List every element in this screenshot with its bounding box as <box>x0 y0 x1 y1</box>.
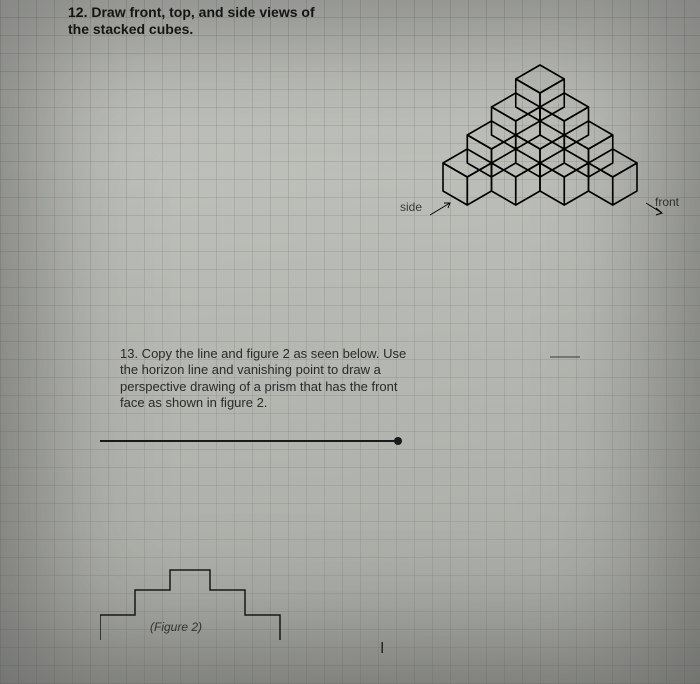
front-label: front <box>655 195 679 209</box>
figure-2-outline <box>100 560 320 650</box>
stacked-cubes-figure <box>410 5 670 240</box>
figure-2-label: (Figure 2) <box>150 620 202 634</box>
side-label: side <box>400 200 422 214</box>
horizon-line <box>100 440 400 442</box>
question-13-text: 13. Copy the line and figure 2 as seen b… <box>120 346 420 411</box>
text-cursor-icon: I <box>380 640 384 658</box>
stray-mark <box>550 356 580 358</box>
question-12-text: 12. Draw front, top, and side views of t… <box>68 4 328 38</box>
